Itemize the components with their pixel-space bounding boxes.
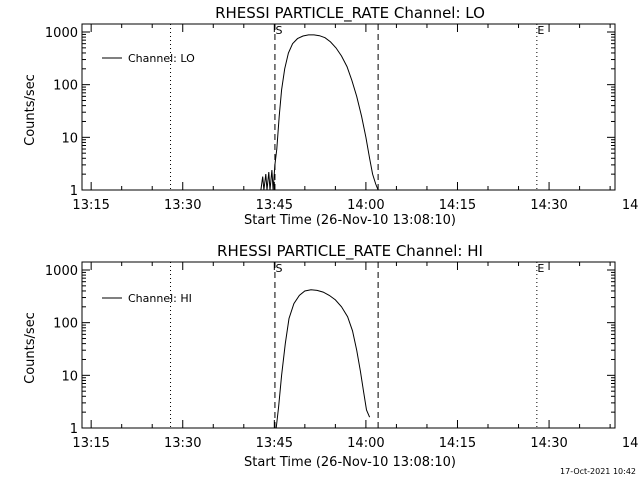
axis-ticks (82, 24, 615, 191)
series-line-lo (260, 34, 379, 191)
y-tick-label: 100 (53, 79, 78, 94)
y-tick-label: 1000 (45, 26, 78, 41)
marker-label-s: S (275, 262, 282, 275)
footer-timestamp: 17-Oct-2021 10:42 (560, 467, 636, 476)
chart-title: RHESSI PARTICLE_RATE Channel: HI (217, 242, 483, 261)
panel-hi: RHESSI PARTICLE_RATE Channel: HI Counts/… (23, 242, 640, 470)
x-tick-label: 14:45 (622, 436, 640, 451)
y-axis-label: Counts/sec (23, 74, 38, 146)
x-tick-label: 14:00 (347, 436, 384, 451)
x-axis-label: Start Time (26-Nov-10 13:08:10) (244, 213, 456, 228)
x-tick-label: 14:45 (622, 198, 640, 213)
x-tick-label: 13:30 (164, 436, 201, 451)
x-tick-label: 13:45 (256, 436, 293, 451)
x-tick-label: 14:00 (347, 198, 384, 213)
marker-label-s: S (275, 24, 282, 37)
y-tick-label: 1 (70, 184, 78, 199)
plot-frame (81, 261, 616, 429)
x-tick-labels: 13:15 13:30 13:45 14:00 14:15 14:30 14:45 (72, 198, 640, 213)
x-tick-label: 14:30 (530, 436, 567, 451)
marker-label-e: E (537, 24, 544, 37)
y-tick-label: 10 (61, 131, 78, 146)
x-axis-label: Start Time (26-Nov-10 13:08:10) (244, 455, 456, 470)
x-tick-label: 14:30 (530, 198, 567, 213)
marker-lines (170, 262, 538, 428)
axis-ticks (82, 262, 615, 429)
marker-lines (170, 24, 538, 190)
legend-entry: Channel: LO (128, 52, 195, 65)
x-tick-label: 13:30 (164, 198, 201, 213)
chart-title: RHESSI PARTICLE_RATE Channel: LO (215, 4, 485, 23)
y-tick-label: 100 (53, 317, 78, 332)
y-tick-label: 10 (61, 369, 78, 384)
x-tick-label: 13:15 (72, 198, 109, 213)
y-tick-labels: 1 10 100 1000 (45, 26, 78, 199)
x-tick-label: 13:45 (256, 198, 293, 213)
x-tick-label: 14:15 (439, 198, 476, 213)
x-tick-label: 14:15 (439, 436, 476, 451)
x-tick-label: 13:15 (72, 436, 109, 451)
y-tick-label: 1 (70, 422, 78, 437)
legend-entry: Channel: HI (128, 292, 192, 305)
y-tick-label: 1000 (45, 264, 78, 279)
series-line-hi (275, 289, 371, 429)
plot-frame (81, 23, 616, 191)
y-tick-labels: 1 10 100 1000 (45, 264, 78, 437)
panel-lo: RHESSI PARTICLE_RATE Channel: LO Counts/… (23, 4, 640, 228)
marker-label-e: E (537, 262, 544, 275)
y-axis-label: Counts/sec (23, 312, 38, 384)
x-tick-labels: 13:15 13:30 13:45 14:00 14:15 14:30 14:45 (72, 436, 640, 451)
